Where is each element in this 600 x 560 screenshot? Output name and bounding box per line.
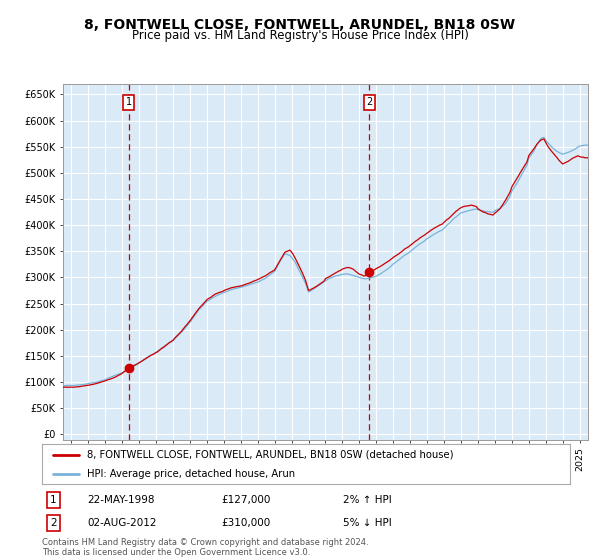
- Text: 22-MAY-1998: 22-MAY-1998: [87, 496, 154, 505]
- Text: £127,000: £127,000: [221, 496, 271, 505]
- Text: Price paid vs. HM Land Registry's House Price Index (HPI): Price paid vs. HM Land Registry's House …: [131, 29, 469, 42]
- Text: 1: 1: [50, 496, 57, 505]
- Text: HPI: Average price, detached house, Arun: HPI: Average price, detached house, Arun: [87, 469, 295, 478]
- Text: 5% ↓ HPI: 5% ↓ HPI: [343, 519, 392, 528]
- Text: 2: 2: [366, 97, 373, 108]
- Text: 8, FONTWELL CLOSE, FONTWELL, ARUNDEL, BN18 0SW (detached house): 8, FONTWELL CLOSE, FONTWELL, ARUNDEL, BN…: [87, 450, 454, 460]
- Text: 2: 2: [50, 519, 57, 528]
- Text: Contains HM Land Registry data © Crown copyright and database right 2024.
This d: Contains HM Land Registry data © Crown c…: [42, 538, 368, 557]
- Text: 1: 1: [125, 97, 132, 108]
- Text: 2% ↑ HPI: 2% ↑ HPI: [343, 496, 392, 505]
- Text: £310,000: £310,000: [221, 519, 271, 528]
- Text: 8, FONTWELL CLOSE, FONTWELL, ARUNDEL, BN18 0SW: 8, FONTWELL CLOSE, FONTWELL, ARUNDEL, BN…: [85, 18, 515, 32]
- Text: 02-AUG-2012: 02-AUG-2012: [87, 519, 157, 528]
